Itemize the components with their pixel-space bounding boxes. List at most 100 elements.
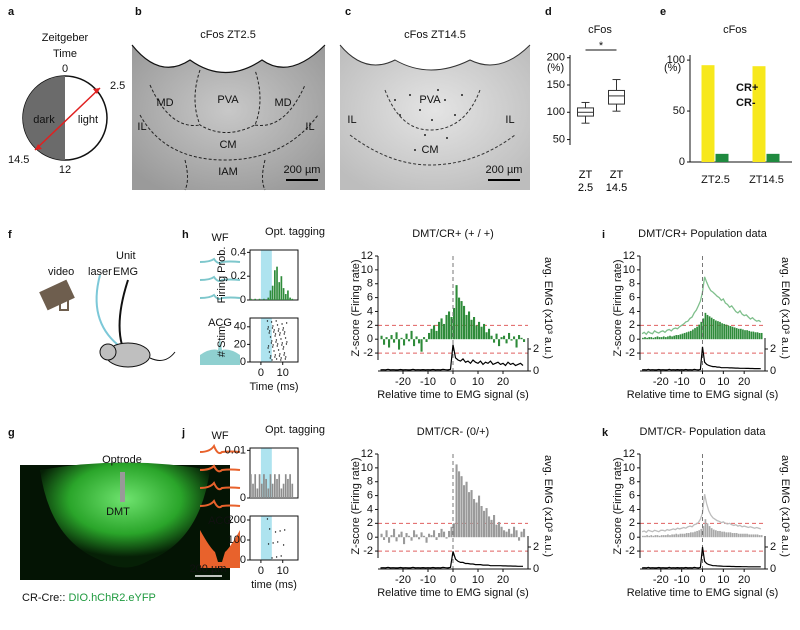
y-tick-label: -2: [625, 347, 635, 359]
raster-dot: [282, 348, 284, 350]
region-label: CM: [421, 144, 438, 156]
x-tick-label: 20: [738, 376, 750, 388]
bar: [289, 297, 291, 300]
gfp-signal: [40, 462, 210, 568]
bar: [470, 490, 473, 538]
raster-dot: [277, 349, 280, 351]
bar: [448, 530, 451, 538]
clock-tick: 0: [62, 63, 68, 75]
bar: [423, 337, 426, 340]
bar: [438, 533, 441, 538]
x-tick-label: -10: [674, 376, 690, 388]
raster-dot: [271, 359, 273, 361]
panel-letter: j: [181, 427, 185, 439]
bar: [435, 537, 438, 540]
bar: [644, 535, 646, 538]
bar: [478, 495, 481, 538]
raster-dot: [269, 336, 272, 338]
bar: [263, 474, 265, 498]
x-tick-label: 10: [472, 574, 484, 586]
bar: [455, 464, 458, 538]
x-tick-label: ZT14.5: [749, 174, 784, 186]
clock-tick: 12: [59, 164, 71, 176]
bar: [681, 333, 684, 340]
line: [641, 494, 762, 534]
x-tick-label: ZT 2.5: [577, 169, 594, 194]
acg-label: ACG: [208, 317, 232, 329]
panel-letter: b: [135, 6, 142, 18]
bar: [723, 531, 726, 538]
region-label: IL: [505, 114, 514, 126]
region-label: MD: [156, 97, 173, 109]
bar: [702, 318, 705, 340]
raster-dot: [273, 350, 275, 352]
raster-dot: [275, 339, 278, 341]
bar: [473, 499, 476, 538]
raster-dot: [280, 338, 282, 340]
y-tick-label: 4: [367, 503, 373, 515]
bar: [712, 319, 715, 340]
bar: [677, 335, 680, 340]
raster-dot: [282, 544, 285, 546]
bar: [692, 532, 694, 538]
x-label: Relative time to EMG signal (s): [377, 389, 529, 401]
region-label: IL: [305, 121, 314, 133]
region-label: MD: [274, 97, 291, 109]
bar: [495, 333, 498, 340]
scale-label: 200 µm: [190, 563, 227, 575]
bar: [742, 329, 744, 340]
bar: [398, 534, 401, 538]
x-tick-label: 0: [258, 565, 264, 577]
region-borders: [349, 89, 516, 166]
y-tick-label: 40: [234, 321, 246, 333]
raster-dot: [275, 556, 278, 558]
bar: [250, 298, 252, 300]
raster-dot: [274, 333, 277, 335]
bar: [256, 488, 259, 498]
bar: [278, 282, 281, 300]
x-tick-label: 0: [258, 367, 264, 379]
title: Opt. tagging: [265, 424, 325, 436]
bar: [408, 535, 411, 538]
raster-dot: [279, 332, 281, 334]
bar: [744, 330, 746, 340]
x-tick-label: 20: [497, 376, 509, 388]
raster-dot: [272, 344, 274, 346]
bar: [671, 534, 673, 538]
bar: [750, 331, 753, 340]
time-label: 14.5: [8, 154, 29, 166]
bar: [443, 323, 446, 340]
bar: [518, 537, 521, 541]
title: Zeitgeber: [42, 32, 89, 44]
bar: [685, 332, 688, 340]
raster-dot: [283, 352, 286, 354]
x-tick-label: 0: [450, 574, 456, 586]
bar: [760, 535, 763, 538]
bar: [746, 330, 748, 340]
y-tick-label: 4: [629, 305, 635, 317]
caption-part: DIO.hChR2.eYFP: [68, 592, 155, 604]
x-tick-label: -20: [653, 376, 669, 388]
raster-dot: [283, 333, 285, 335]
bar: [690, 330, 692, 340]
ventricle-outline: [131, 44, 326, 74]
y-tick-label: 4: [367, 305, 373, 317]
raster-dot: [271, 327, 274, 329]
bar: [274, 474, 276, 498]
bar: [712, 529, 715, 538]
bar: [380, 335, 383, 340]
raster-dot: [278, 328, 280, 330]
raster-dot: [267, 345, 270, 347]
bar: [408, 339, 411, 342]
bar: [696, 326, 698, 340]
bar: [758, 535, 761, 538]
y2-tick-label: 2: [533, 343, 539, 355]
bar: [687, 533, 690, 538]
y-tick-label: 0: [629, 333, 635, 345]
bar: [671, 336, 673, 340]
bar: [278, 474, 281, 498]
bar: [291, 483, 294, 498]
bar: [735, 533, 738, 538]
bar: [463, 485, 466, 538]
raster-dot: [271, 340, 273, 342]
